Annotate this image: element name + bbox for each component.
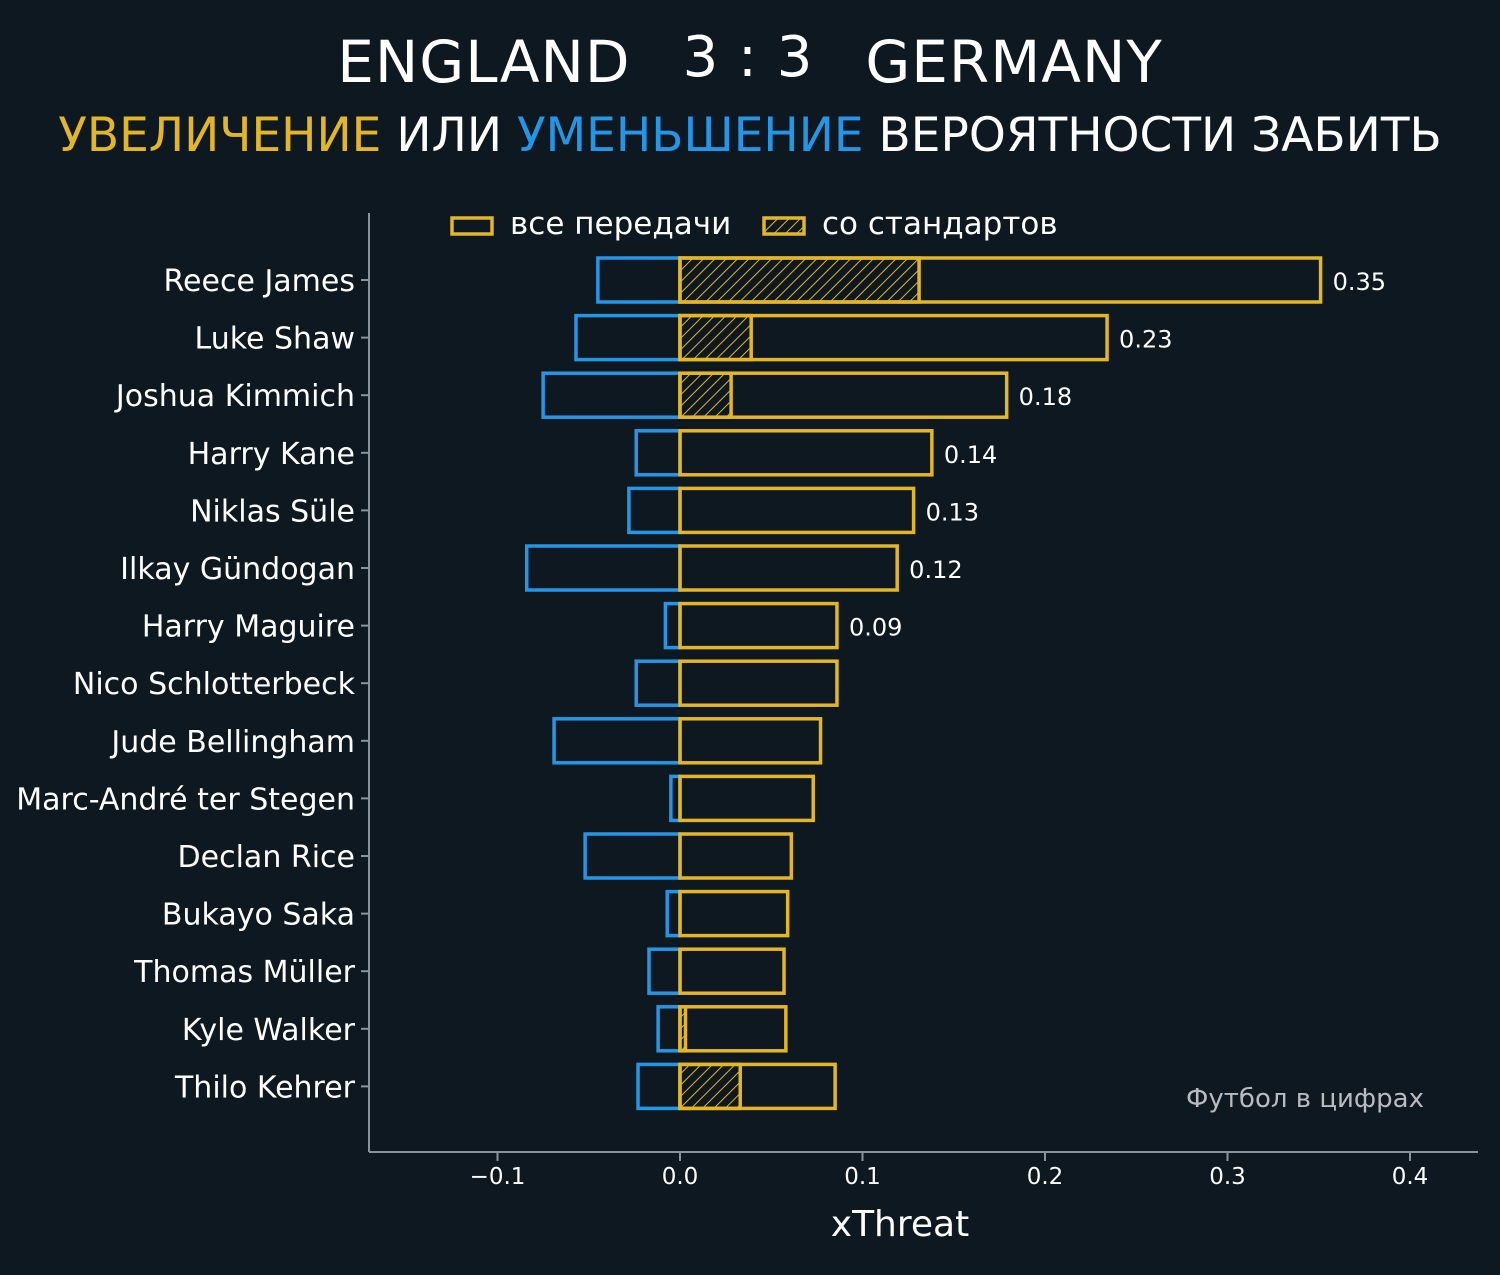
player-label: Nico Schlotterbeck: [73, 667, 356, 702]
negative-bar: [541, 371, 682, 419]
player-label: Thilo Kehrer: [174, 1070, 356, 1105]
all-passes-bar: [678, 371, 1009, 419]
data-label: 0.35: [1333, 268, 1386, 296]
x-tick-label: 0.4: [1392, 1164, 1429, 1190]
player-label: Harry Maguire: [142, 610, 355, 645]
set-piece-bar: [678, 1062, 742, 1111]
negative-bar: [552, 717, 682, 765]
negative-bar: [634, 429, 682, 477]
negative-bar: [663, 601, 682, 650]
player-label: Marc-André ter Stegen: [16, 782, 355, 817]
chart-title: ENGLAND 3 : 3 GERMANY: [0, 25, 1500, 96]
player-label: Declan Rice: [178, 840, 355, 875]
set-piece-bar: [678, 256, 921, 304]
player-label: Jude Bellingham: [109, 725, 355, 760]
set-piece-bar: [678, 313, 753, 362]
data-label: 0.09: [849, 614, 902, 642]
all-passes-bar: [678, 601, 839, 650]
set-piece-bar: [678, 371, 733, 419]
negative-bar: [627, 486, 682, 535]
x-tick-label: −0.1: [470, 1164, 526, 1190]
negative-bar: [656, 1005, 682, 1053]
watermark: Футбол в цифрах: [1186, 1084, 1424, 1114]
legend-label: все передачи: [510, 206, 731, 242]
player-label: Harry Kane: [188, 437, 355, 472]
score: 3 : 3: [682, 25, 814, 90]
all-passes-bar: [678, 774, 815, 823]
data-label: 0.12: [909, 556, 962, 584]
all-passes-bar: [678, 717, 823, 765]
all-passes-bar: [678, 486, 916, 535]
player-label: Joshua Kimmich: [114, 379, 355, 414]
data-label: 0.14: [944, 441, 997, 469]
subtitle-increase: УВЕЛИЧЕНИЕ: [58, 108, 382, 163]
home-team: ENGLAND: [337, 28, 631, 96]
player-label: Luke Shaw: [195, 322, 355, 357]
all-passes-bar: [678, 256, 1323, 304]
x-tick-label: 0.2: [1027, 1164, 1064, 1190]
all-passes-bar: [678, 889, 790, 938]
player-label: Ilkay Gündogan: [120, 552, 355, 587]
x-axis-label: xThreat: [831, 1204, 969, 1245]
legend-swatch: [450, 216, 494, 236]
x-tick-label: 0.0: [662, 1164, 699, 1190]
subtitle-or: ИЛИ: [396, 108, 503, 163]
player-label: Thomas Müller: [133, 955, 355, 990]
legend-label: со стандартов: [822, 206, 1058, 242]
negative-bar: [583, 832, 682, 880]
player-label: Reece James: [164, 264, 355, 299]
all-passes-bar: [678, 544, 899, 592]
legend: все передачи со стандартов: [450, 206, 1058, 242]
all-passes-bar: [678, 1062, 837, 1111]
all-passes-bar: [678, 947, 786, 995]
axes: −0.1 0.0 0.1 0.2 0.3 0.4: [361, 213, 1478, 1190]
negative-bar: [596, 256, 682, 304]
all-passes-bar: [678, 832, 794, 880]
chart-subtitle: УВЕЛИЧЕНИЕ ИЛИ УМЕНЬШЕНИЕ ВЕРОЯТНОСТИ ЗА…: [0, 108, 1500, 163]
all-passes-bar: [678, 313, 1109, 362]
x-tick-label: 0.3: [1209, 1164, 1246, 1190]
all-passes-bar: [678, 1005, 788, 1053]
negative-bar: [647, 947, 682, 995]
player-label: Bukayo Saka: [162, 898, 355, 933]
data-label: 0.23: [1119, 326, 1172, 354]
negative-bar: [574, 313, 682, 362]
negative-bar: [524, 544, 682, 592]
negative-bar: [634, 659, 682, 707]
x-tick-label: 0.1: [844, 1164, 881, 1190]
negative-bar: [636, 1062, 682, 1111]
bars: Reece James 0.35 Luke Shaw 0.23 Joshua Kimmi…: [16, 256, 1386, 1111]
player-label: Niklas Süle: [190, 494, 355, 529]
data-label: 0.13: [926, 498, 979, 526]
subtitle-rest: ВЕРОЯТНОСТИ ЗАБИТЬ: [878, 108, 1442, 163]
subtitle-decrease: УМЕНЬШЕНИЕ: [516, 108, 864, 163]
all-passes-bar: [678, 659, 839, 707]
player-label: Kyle Walker: [182, 1013, 356, 1048]
away-team: GERMANY: [865, 28, 1163, 96]
negative-bar: [665, 889, 682, 938]
all-passes-bar: [678, 429, 934, 477]
legend-swatch: [762, 216, 806, 236]
data-label: 0.18: [1019, 383, 1072, 411]
